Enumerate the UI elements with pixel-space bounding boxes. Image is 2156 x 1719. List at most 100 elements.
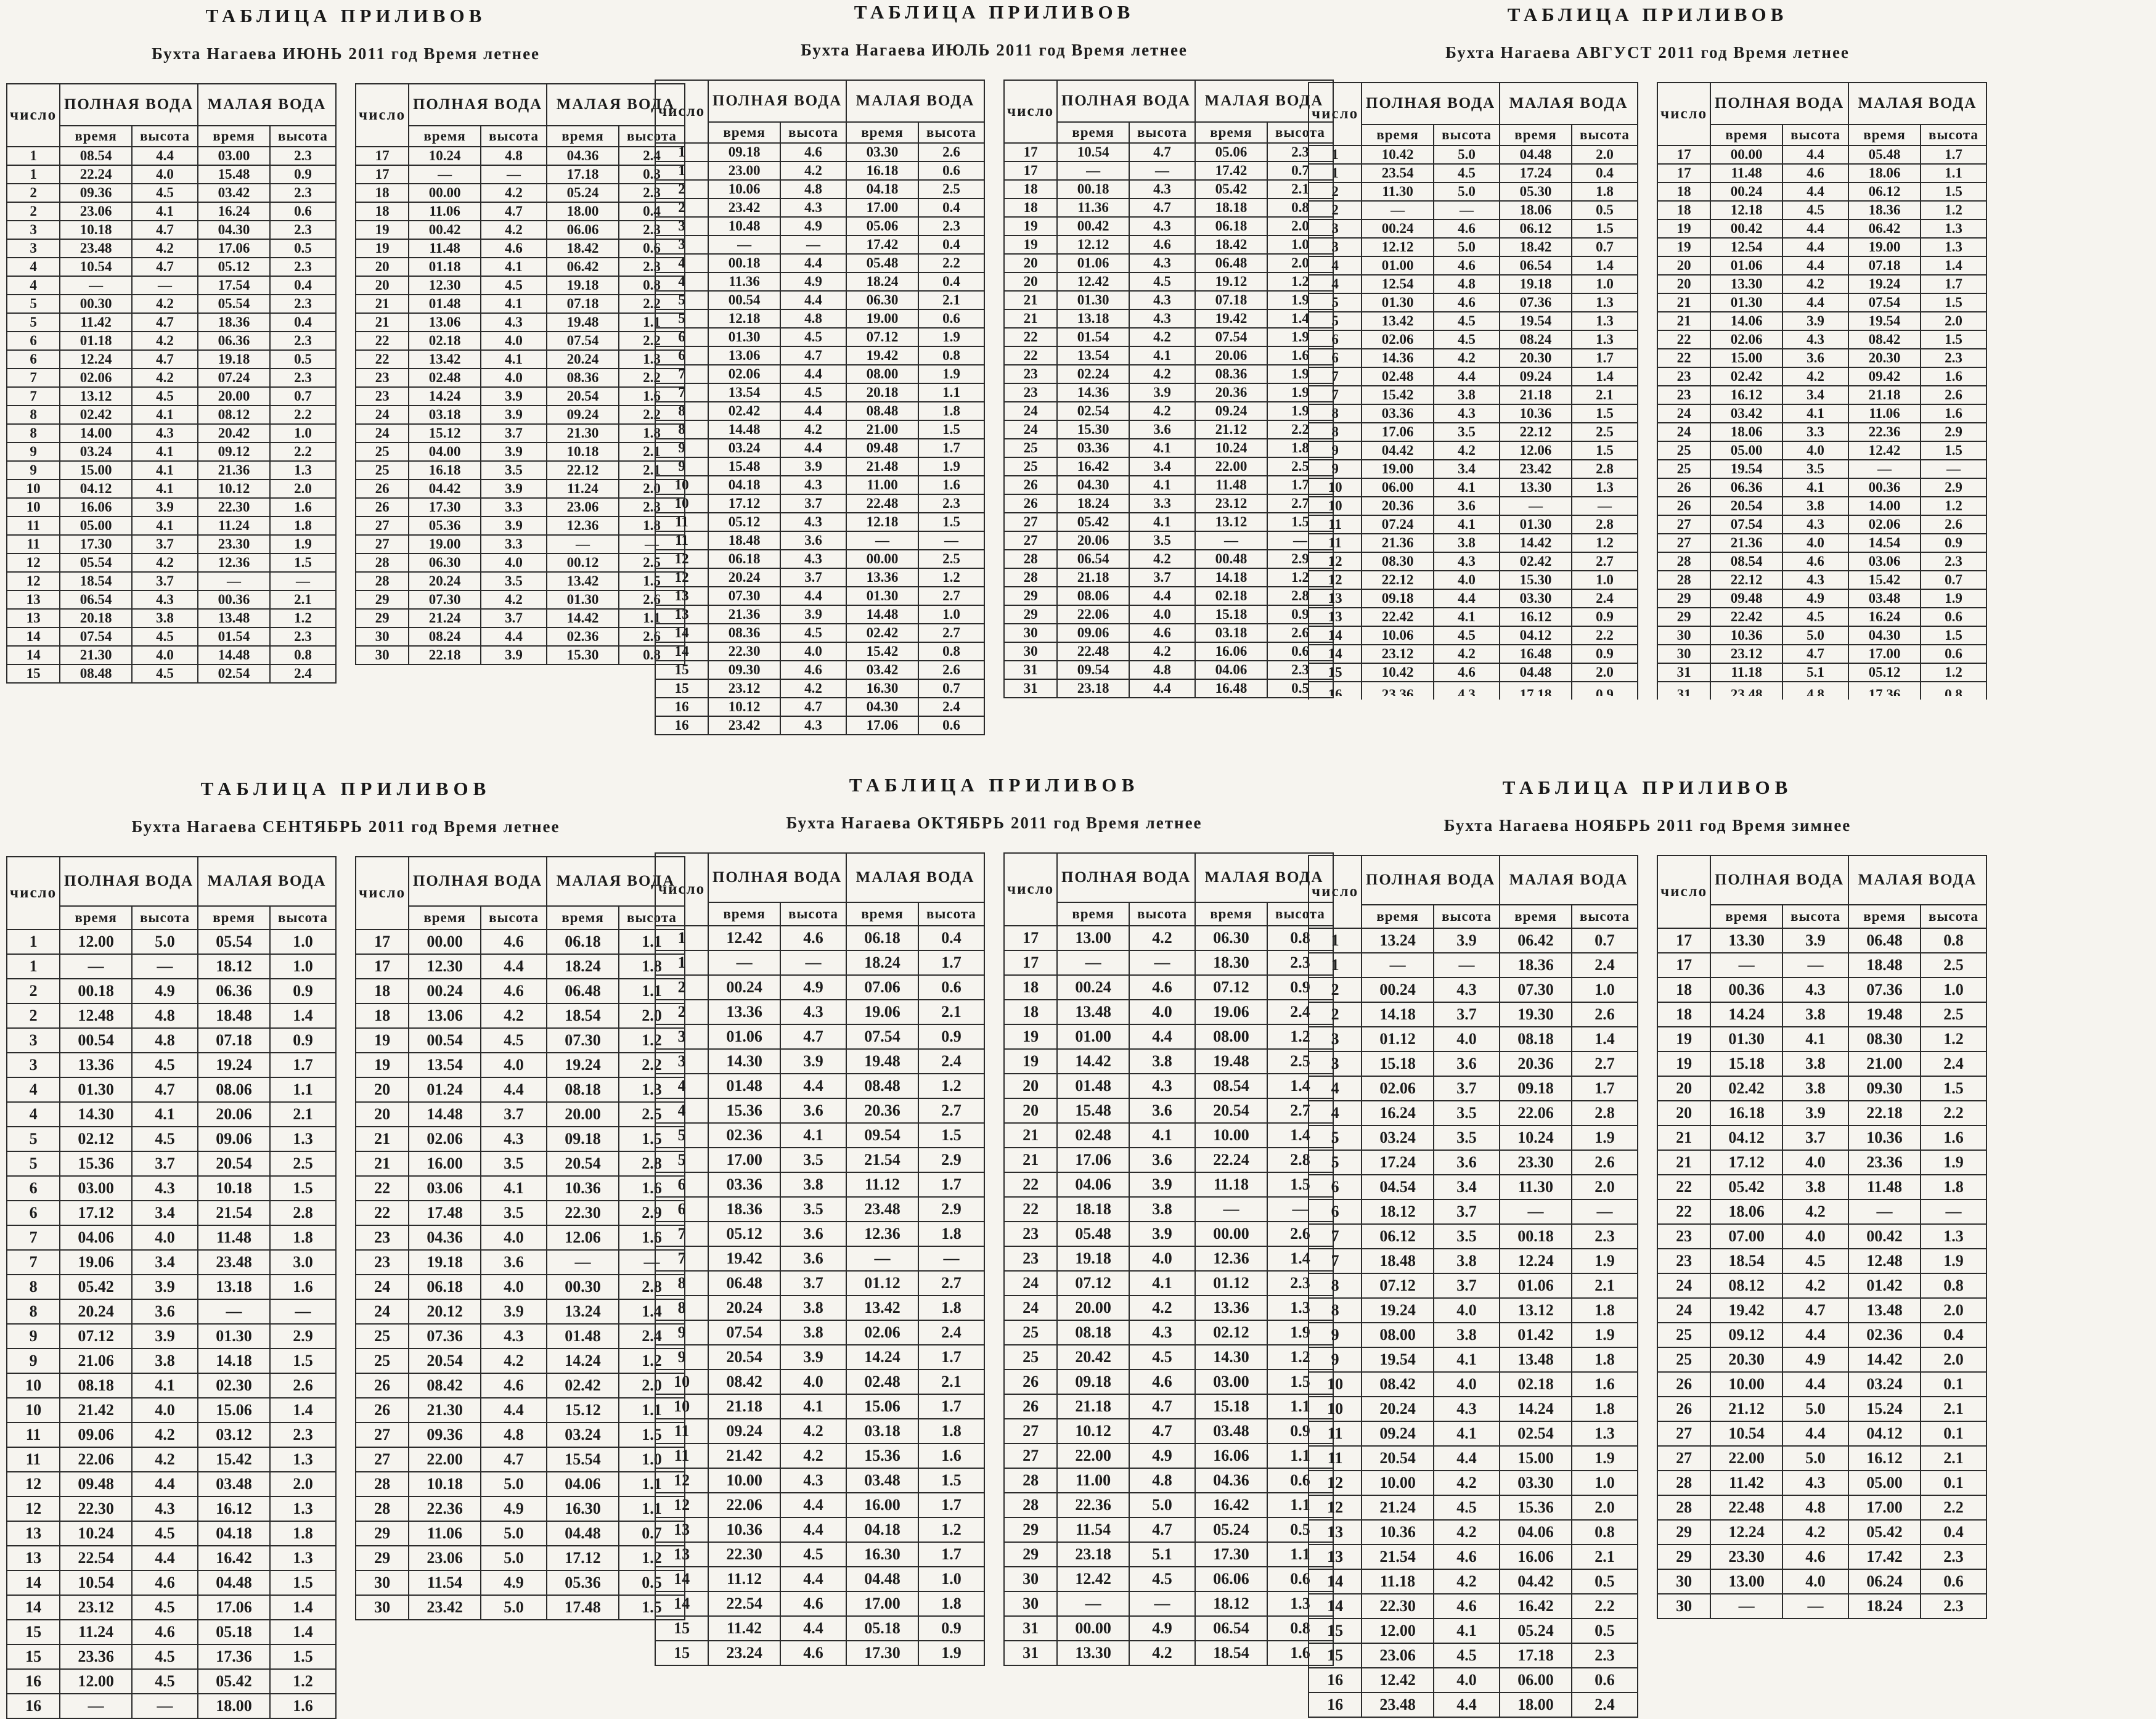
date-cell: 10 (1307, 478, 1363, 497)
table-row: 21 13.06 4.3 19.48 1.1 (354, 312, 686, 332)
high-time-cell: 13.18 (1056, 309, 1130, 329)
cell-value: 1.7 (941, 1348, 962, 1366)
date-cell: 13 (1307, 1519, 1363, 1545)
header-row-units: время высота время высота (655, 121, 986, 144)
cell-value: 10.54 (1077, 144, 1109, 160)
low-time-cell: 06.42 (1848, 219, 1921, 239)
high-height-cell: 5.0 (1433, 145, 1501, 165)
low-time-cell: 07.18 (1848, 256, 1921, 276)
table-row: 9 03.24 4.1 09.12 2.2 (6, 442, 337, 462)
table-row: 8 07.12 3.7 01.06 2.1 (1307, 1273, 1639, 1299)
cell-value: 12.36 (864, 1225, 900, 1243)
cell-value: 24 (1676, 1276, 1693, 1294)
cell-value: 07.30 (428, 592, 461, 607)
cell-value: 4.2 (156, 370, 174, 385)
high-height-cell: 4.8 (131, 1027, 199, 1053)
date-cell: 5 (1307, 1149, 1363, 1175)
high-height-cell: 3.5 (1433, 1223, 1501, 1249)
table-row: 6 01.30 4.5 07.12 1.9 (654, 327, 986, 347)
low-time-cell: 05.00 (1848, 1470, 1921, 1496)
table-row: 22 17.48 3.5 22.30 2.9 (354, 1200, 686, 1226)
date-cell: 4 (654, 272, 709, 292)
high-time-cell: 16.18 (1710, 1100, 1784, 1126)
cell-value: 16 (25, 1672, 42, 1690)
low-height-cell: 2.3 (917, 494, 986, 513)
table-row: 23 14.36 3.9 20.36 1.9 (1003, 383, 1334, 402)
cell-value: 07.18 (1215, 292, 1247, 308)
low-height-cell: 0.7 (917, 679, 986, 698)
high-time-cell: 21.36 (1361, 533, 1435, 553)
high-time-cell: 10.12 (708, 697, 782, 717)
low-time-cell: 11.30 (1499, 1174, 1572, 1200)
cell-value: 5 (678, 292, 685, 308)
cell-value: 11.42 (727, 1619, 762, 1637)
high-height-cell: 4.1 (131, 460, 199, 480)
cell-value: 4.4 (803, 1619, 823, 1637)
cell-value: 4.4 (1805, 1375, 1826, 1393)
col-header-date: число (654, 80, 709, 144)
cell-value: 4.2 (1456, 1572, 1477, 1590)
cell-value: 25 (1023, 440, 1038, 455)
cell-value: 4.1 (156, 444, 174, 459)
cell-value: 26 (1023, 1373, 1039, 1390)
low-time-cell: 00.36 (197, 590, 271, 610)
table-subtitle: Бухта Нагаева ИЮНЬ 2011 год Время летнее (151, 44, 541, 63)
cell-value: 0.9 (1596, 609, 1614, 624)
high-height-cell: 4.4 (1433, 1445, 1501, 1471)
low-time-cell: 18.42 (1499, 237, 1572, 257)
cell-value: 10 (674, 477, 689, 492)
high-time-cell: 19.54 (1361, 1347, 1435, 1373)
low-time-cell: 08.48 (846, 401, 919, 421)
high-time-cell: 21.18 (708, 1394, 782, 1419)
low-time-cell: 10.18 (546, 442, 619, 462)
high-height-cell: 3.7 (1433, 1002, 1501, 1027)
high-height-cell: 4.6 (480, 929, 548, 955)
cell-value: 08.12 (218, 407, 250, 422)
col-header-high-water: ПОЛНАЯ ВОДА (59, 856, 199, 907)
cell-value: 2.4 (1595, 1696, 1615, 1713)
cell-value: 1.7 (1596, 350, 1614, 365)
date-cell: 28 (1656, 552, 1712, 571)
high-height-cell: 4.6 (780, 660, 847, 680)
table-row: 10 06.00 4.1 13.30 1.3 (1307, 478, 1639, 497)
cell-value: 08.18 (565, 1080, 601, 1098)
cell-value: 4.3 (804, 514, 822, 529)
high-time-cell: 13.00 (1056, 925, 1130, 951)
high-time-cell: 17.30 (59, 534, 133, 554)
cell-value: 8 (1331, 406, 1339, 421)
date-cell: 30 (1003, 1591, 1058, 1617)
high-time-cell: 22.18 (408, 645, 482, 665)
date-cell: 8 (1307, 1273, 1363, 1299)
high-height-cell: 4.2 (780, 679, 847, 698)
header-row-groups: число ПОЛНАЯ ВОДА МАЛАЯ ВОДА (1307, 82, 1638, 146)
cell-value: 4.4 (505, 629, 523, 644)
low-time-cell: 00.00 (1194, 1221, 1268, 1247)
cell-value: 1.6 (1943, 1129, 1964, 1146)
date-cell: 25 (354, 1348, 410, 1374)
date-cell: 27 (1003, 1418, 1058, 1444)
table-row: 2 00.24 4.9 07.06 0.6 (654, 974, 986, 1000)
low-height-cell: 2.4 (917, 1320, 986, 1345)
cell-value: 12.42 (1075, 1570, 1111, 1588)
date-cell: 26 (1656, 1396, 1712, 1422)
low-time-cell: 11.06 (1848, 404, 1921, 423)
low-height-cell: 1.5 (1919, 182, 1988, 202)
cell-value: 1.5 (1943, 1079, 1964, 1097)
high-time-cell: 04.42 (1361, 441, 1435, 460)
date-cell: 17 (1003, 142, 1058, 162)
cell-value: — (89, 277, 104, 293)
cell-value: 20.42 (1075, 1348, 1111, 1366)
col-header-date: число (6, 83, 61, 147)
low-time-cell: 22.30 (546, 1200, 619, 1226)
col-header-height: высота (1433, 124, 1501, 146)
high-height-cell: 4.3 (1129, 1320, 1196, 1345)
cell-value: 10.54 (80, 259, 112, 274)
cell-value: 4.9 (504, 1500, 524, 1517)
cell-value: 14 (26, 647, 41, 663)
date-cell: 5 (6, 312, 61, 332)
cell-value: 18.06 (1730, 424, 1763, 439)
cell-value: 15 (674, 1644, 690, 1662)
high-time-cell: 22.42 (1710, 607, 1784, 627)
high-time-cell: 13.42 (408, 349, 482, 369)
low-time-cell: 18.54 (546, 1003, 619, 1029)
